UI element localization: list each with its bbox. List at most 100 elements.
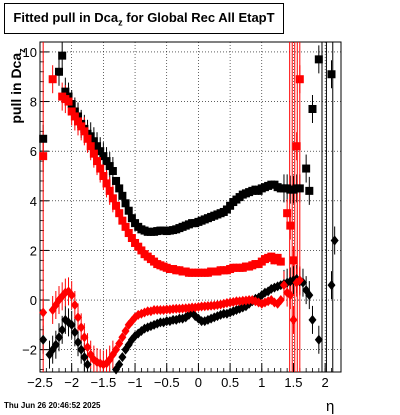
y-tick-label: 6 bbox=[30, 144, 37, 159]
data-point-square bbox=[295, 75, 304, 84]
data-point-square bbox=[58, 51, 67, 60]
x-tick-label: −1 bbox=[128, 375, 143, 390]
data-point-diamond bbox=[51, 339, 60, 350]
data-point-square bbox=[302, 164, 311, 173]
title-main: Fitted pull in Dca bbox=[13, 10, 119, 25]
data-point-diamond bbox=[286, 290, 295, 301]
data-point-diamond bbox=[115, 338, 124, 349]
data-point-square bbox=[127, 214, 136, 223]
x-tick-label: −0.5 bbox=[154, 375, 180, 390]
data-point-diamond bbox=[74, 312, 83, 323]
data-point-square bbox=[283, 209, 292, 218]
title-subscript: z bbox=[118, 17, 123, 28]
data-point-diamond bbox=[77, 322, 86, 333]
data-point-diamond bbox=[295, 275, 304, 286]
data-point-square bbox=[93, 157, 102, 166]
data-point-square bbox=[39, 134, 48, 143]
data-point-diamond bbox=[314, 334, 323, 345]
data-point-square bbox=[102, 157, 111, 166]
data-point-square bbox=[96, 147, 105, 156]
data-point-diamond bbox=[74, 337, 83, 348]
data-point-square bbox=[83, 134, 92, 143]
data-point-square bbox=[121, 199, 130, 208]
data-point-square bbox=[74, 117, 83, 126]
title-box: Fitted pull in Dcaz for Global Rec All E… bbox=[4, 3, 284, 34]
tick-labels: −2.5 −2 −1.5 −1 −0.5 0 0.5 1 1.5 2 −2 0 2 4 6 8 10 bbox=[22, 45, 329, 390]
data-point-diamond bbox=[70, 300, 79, 311]
data-point-square bbox=[286, 221, 295, 230]
data-point-square bbox=[115, 184, 124, 193]
data-point-square bbox=[112, 201, 121, 210]
data-point-diamond bbox=[121, 326, 130, 337]
data-point-diamond bbox=[55, 332, 64, 343]
data-point-diamond bbox=[118, 332, 127, 343]
title-tail: for Global Rec All EtapT bbox=[122, 10, 275, 25]
data-point-diamond bbox=[330, 235, 339, 246]
data-point-square bbox=[77, 122, 86, 131]
data-point-square bbox=[86, 142, 95, 151]
data-point-square bbox=[124, 229, 133, 238]
y-axis-label: pull in Dcaz bbox=[8, 36, 27, 136]
data-point-square bbox=[308, 104, 317, 113]
data-point-square bbox=[292, 142, 301, 151]
data-point-square bbox=[276, 257, 285, 266]
data-point-diamond bbox=[67, 290, 76, 301]
data-point-square bbox=[108, 167, 117, 176]
data-point-diamond bbox=[39, 334, 48, 345]
ylabel-main: pull in Dca bbox=[8, 52, 24, 124]
data-point-square bbox=[64, 97, 73, 106]
grid bbox=[40, 42, 341, 372]
data-point-diamond bbox=[327, 280, 336, 291]
x-tick-label: 0.5 bbox=[221, 375, 239, 390]
data-markers bbox=[39, 51, 339, 375]
y-tick-label: 10 bbox=[23, 45, 37, 60]
data-point-diamond bbox=[80, 352, 89, 363]
data-point-square bbox=[67, 107, 76, 116]
data-point-square bbox=[99, 152, 108, 161]
data-point-diamond bbox=[112, 344, 121, 355]
data-point-square bbox=[48, 75, 57, 84]
data-point-square bbox=[105, 186, 114, 195]
data-point-diamond bbox=[308, 314, 317, 325]
data-point-square bbox=[70, 112, 79, 121]
data-point-square bbox=[112, 176, 121, 185]
data-point-square bbox=[314, 55, 323, 64]
x-tick-label: −2.5 bbox=[27, 375, 53, 390]
data-point-square bbox=[99, 171, 108, 180]
x-tick-label: 1 bbox=[258, 375, 265, 390]
data-point-square bbox=[102, 179, 111, 188]
x-tick-label: 1.5 bbox=[284, 375, 302, 390]
ylabel-subscript: z bbox=[16, 48, 27, 53]
data-point-diamond bbox=[80, 332, 89, 343]
frame bbox=[39, 41, 342, 373]
x-tick-label: −1.5 bbox=[91, 375, 117, 390]
data-point-diamond bbox=[83, 342, 92, 353]
data-point-square bbox=[289, 256, 298, 265]
data-point-square bbox=[327, 70, 336, 79]
x-tick-label: 0 bbox=[195, 375, 202, 390]
data-point-square bbox=[127, 234, 136, 243]
data-point-square bbox=[108, 194, 117, 203]
data-point-square bbox=[89, 149, 98, 158]
y-tick-label: 0 bbox=[30, 293, 37, 308]
y-tick-label: −2 bbox=[22, 343, 37, 358]
x-tick-label: 2 bbox=[322, 375, 329, 390]
data-point-diamond bbox=[67, 319, 76, 330]
data-point-square bbox=[61, 87, 70, 96]
data-point-diamond bbox=[118, 352, 127, 363]
data-point-diamond bbox=[276, 295, 285, 306]
y-tick-label: 2 bbox=[30, 243, 37, 258]
data-point-square bbox=[295, 184, 304, 193]
data-point-square bbox=[118, 216, 127, 225]
data-point-square bbox=[93, 142, 102, 151]
data-point-square bbox=[105, 162, 114, 171]
error-bars bbox=[42, 42, 336, 372]
x-axis-label: η bbox=[326, 398, 335, 415]
data-point-square bbox=[115, 209, 124, 218]
data-point-diamond bbox=[70, 327, 79, 338]
data-point-diamond bbox=[279, 280, 288, 291]
chart-title: Fitted pull in Dcaz for Global Rec All E… bbox=[5, 10, 283, 28]
data-point-diamond bbox=[289, 314, 298, 325]
data-point-diamond bbox=[83, 359, 92, 370]
